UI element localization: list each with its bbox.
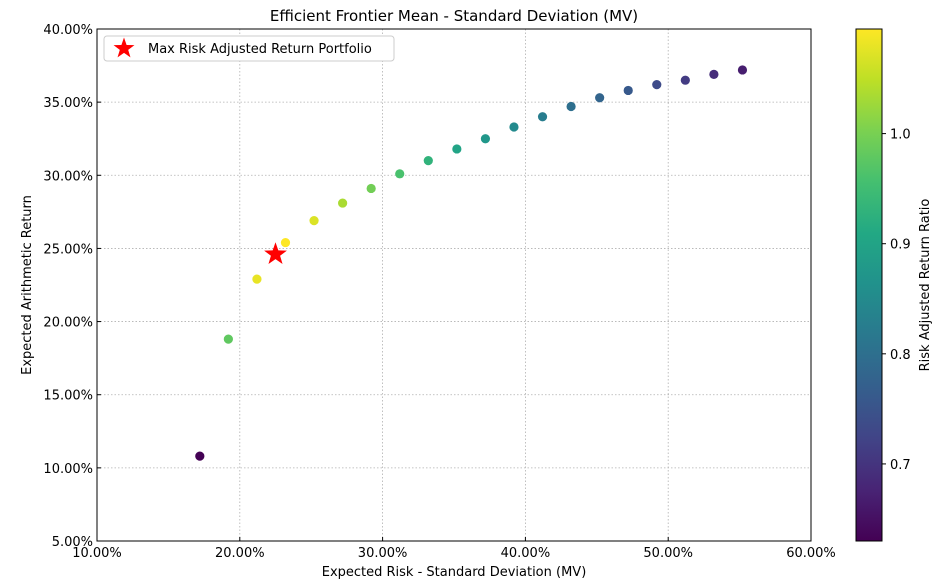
colorbar-tick-label: 0.7 [890, 458, 911, 473]
x-tick-label: 30.00% [358, 546, 408, 561]
frontier-point [566, 101, 576, 112]
y-tick-label: 25.00% [43, 242, 93, 257]
frontier-point [652, 79, 662, 90]
y-axis: 5.00% 10.00% 15.00% 20.00% 25.00% 30.00% 35.00… [43, 23, 101, 550]
colorbar [855, 28, 883, 542]
frontier-point [737, 65, 748, 75]
frontier-point [423, 156, 433, 166]
y-tick-label: 40.00% [43, 23, 93, 38]
grid [96, 28, 812, 542]
x-tick-label: 60.00% [786, 546, 836, 561]
plot-frame [96, 28, 812, 542]
colorbar-tick-label: 0.9 [890, 238, 911, 253]
colorbar-tick-label: 1.0 [890, 128, 911, 143]
frontier-point [309, 216, 319, 226]
y-tick-label: 20.00% [43, 316, 93, 331]
frontier-point [480, 134, 491, 144]
chart-title: Efficient Frontier Mean - Standard Devia… [270, 7, 638, 25]
frontier-point [223, 334, 233, 344]
colorbar-label: Risk Adjusted Return Ratio [918, 199, 933, 372]
highlight-layer [264, 242, 287, 264]
x-tick-label: 40.00% [501, 546, 551, 561]
legend-box [103, 35, 395, 62]
colorbar-tick-label: 0.8 [890, 348, 911, 363]
x-tick-label: 50.00% [643, 546, 693, 561]
y-tick-label: 30.00% [43, 169, 93, 184]
y-tick-label: 5.00% [52, 535, 93, 550]
frontier-point [680, 75, 690, 85]
frontier-point [509, 122, 519, 132]
legend-label: Max Risk Adjusted Return Portfolio [148, 42, 372, 57]
y-tick-label: 35.00% [43, 96, 93, 111]
x-tick-label: 10.00% [72, 546, 122, 561]
y-tick-label: 10.00% [43, 462, 93, 477]
x-axis: 10.00% 20.00% 30.00% 40.00% 50.00% 60.00% [72, 537, 836, 561]
frontier-point [395, 169, 405, 179]
frontier-point [595, 93, 605, 103]
frontier-point [623, 85, 633, 96]
frontier-point [366, 183, 376, 194]
y-axis-label: Expected Arithmetic Return [20, 195, 35, 375]
frontier-point [537, 112, 548, 122]
y-tick-label: 15.00% [43, 389, 93, 404]
x-axis-label: Expected Risk - Standard Deviation (MV) [322, 565, 587, 580]
legend-star-icon [113, 37, 135, 58]
colorbar-ticks: 0.7 0.8 0.9 1.0 [882, 128, 911, 473]
x-tick-label: 20.00% [215, 546, 265, 561]
max-risk-adjusted-star [264, 242, 287, 264]
frontier-point [452, 144, 462, 154]
scatter-points [195, 65, 748, 461]
legend: Max Risk Adjusted Return Portfolio [103, 35, 395, 62]
frontier-point [195, 451, 205, 461]
frontier-point [338, 198, 348, 208]
frontier-point [709, 69, 719, 79]
frontier-point [252, 274, 262, 284]
frontier-point [280, 237, 291, 248]
